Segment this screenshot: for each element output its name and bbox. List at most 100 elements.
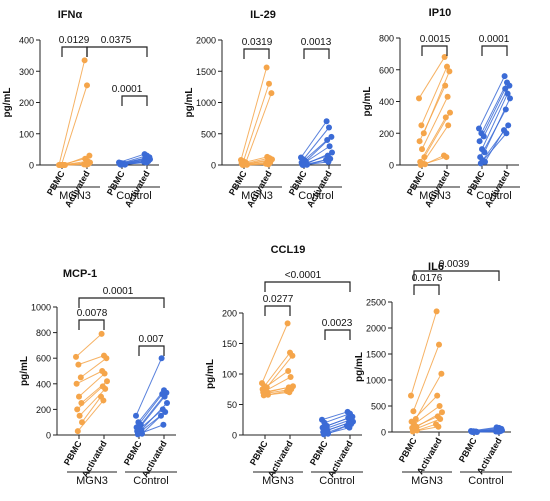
data-point-activated	[442, 114, 449, 121]
pair-line	[413, 405, 440, 425]
y-tick-label: 100	[222, 370, 237, 380]
pair-line	[242, 83, 270, 162]
y-tick-label: 2000	[196, 36, 216, 46]
pair-line	[77, 400, 104, 432]
data-point-activated	[285, 367, 292, 374]
group-label: MGN3	[411, 475, 443, 487]
data-point-activated	[83, 161, 90, 168]
pair-line	[478, 75, 506, 129]
pair-line	[321, 411, 348, 421]
data-point-pbmc	[117, 161, 124, 168]
y-tick-label: 500	[201, 129, 216, 139]
data-point-activated	[328, 133, 335, 140]
data-point-pbmc	[417, 162, 424, 168]
y-axis-label: pg/mL	[354, 352, 365, 382]
pair-line	[266, 355, 293, 388]
data-point-pbmc	[416, 95, 422, 102]
data-point-pbmc	[74, 428, 81, 435]
data-point-activated	[442, 82, 449, 89]
data-point-activated	[158, 355, 165, 362]
significance-bracket	[324, 329, 351, 340]
data-point-activated	[284, 320, 291, 327]
p-value-label: 0.0015	[420, 34, 451, 45]
data-point-pbmc	[418, 122, 425, 129]
data-point-activated	[103, 355, 110, 362]
y-tick-label: 0	[232, 431, 237, 441]
data-point-activated	[444, 93, 451, 100]
significance-bracket	[78, 319, 105, 330]
data-point-activated	[265, 161, 272, 168]
pair-line	[480, 132, 507, 164]
data-point-pbmc	[73, 380, 80, 387]
data-point-activated	[504, 90, 511, 97]
data-point-activated	[160, 421, 167, 428]
data-point-pbmc	[416, 138, 423, 145]
data-point-activated	[445, 122, 452, 129]
pair-line	[261, 323, 289, 384]
y-tick-label: 2000	[366, 324, 386, 334]
pair-line	[481, 93, 509, 150]
data-point-activated	[101, 370, 108, 377]
significance-bracket	[243, 48, 270, 59]
pair-line	[412, 344, 440, 412]
data-point-pbmc	[477, 160, 484, 167]
data-point-pbmc	[474, 428, 480, 435]
data-point-activated	[437, 416, 444, 422]
y-tick-label: 400	[19, 36, 34, 46]
p-value-label: 0.0078	[77, 308, 108, 319]
pair-line	[416, 423, 437, 431]
data-point-activated	[506, 82, 513, 89]
group-label: MGN3	[241, 190, 273, 202]
data-point-pbmc	[260, 392, 267, 399]
x-tick-label: PBMC	[122, 439, 144, 467]
data-point-pbmc	[476, 125, 482, 132]
pair-line	[418, 56, 446, 99]
panel-title: MCP-1	[63, 268, 97, 280]
y-tick-label: 1500	[196, 67, 216, 77]
group-label: MGN3	[262, 475, 294, 487]
significance-bracket	[138, 345, 165, 356]
p-value-label: 0.0013	[301, 37, 332, 48]
data-point-pbmc	[73, 353, 79, 360]
y-tick-label: 800	[379, 34, 394, 44]
data-point-pbmc	[74, 406, 81, 413]
pair-line	[79, 388, 106, 417]
p-value-label: 0.0023	[322, 318, 353, 329]
data-point-activated	[325, 158, 332, 165]
y-tick-label: 400	[379, 97, 394, 107]
pair-line	[300, 120, 328, 158]
data-point-activated	[268, 90, 275, 97]
x-tick-label: PBMC	[308, 439, 330, 467]
data-point-activated	[143, 159, 150, 166]
pair-line	[76, 370, 103, 385]
y-axis-label: pg/mL	[2, 88, 13, 118]
y-tick-label: 200	[36, 405, 51, 415]
data-point-pbmc	[57, 162, 64, 168]
y-tick-label: 400	[36, 379, 51, 389]
panel-title: IFNα	[58, 9, 83, 21]
pair-line	[480, 82, 508, 134]
data-point-activated	[439, 409, 445, 416]
y-tick-label: 0	[389, 161, 394, 171]
significance-bracket	[413, 270, 500, 281]
data-point-activated	[104, 378, 110, 385]
x-tick-label: PBMC	[248, 439, 270, 467]
data-point-activated	[441, 54, 448, 61]
panel-title: IL6	[428, 261, 444, 273]
significance-bracket	[303, 48, 330, 59]
pair-line	[60, 85, 88, 166]
group-label: Control	[319, 475, 354, 487]
p-value-label: 0.0001	[112, 84, 143, 95]
data-point-activated	[435, 423, 442, 430]
p-value-label: <0.0001	[285, 270, 322, 281]
y-tick-label: 200	[379, 129, 394, 139]
y-axis-label: pg/mL	[205, 359, 216, 389]
data-point-pbmc	[420, 130, 427, 137]
p-value-label: 0.0129	[59, 35, 90, 46]
data-point-pbmc	[62, 162, 68, 168]
significance-bracket	[121, 95, 148, 106]
significance-bracket	[413, 284, 440, 295]
